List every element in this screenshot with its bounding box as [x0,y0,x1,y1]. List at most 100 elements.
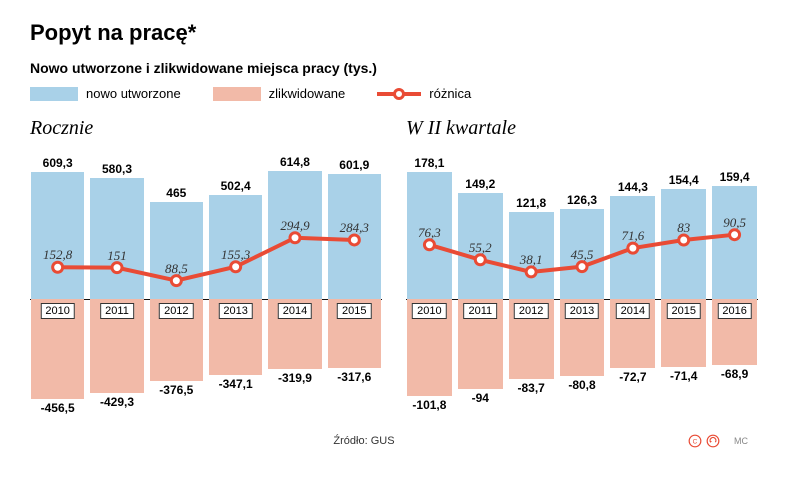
year-label: 2013 [565,303,599,319]
value-diff: 90,5 [711,215,758,231]
bars-left: 609,3 -456,5 2010 152,8 580,3 -429,3 2011 151 46… [30,144,382,424]
bar-created [712,186,757,299]
chart-left: Rocznie 609,3 -456,5 2010 152,8 580,3 -429,3 2… [30,117,382,424]
value-created: 609,3 [30,156,85,170]
value-diff: 155,3 [208,247,263,263]
value-created: 178,1 [406,156,453,170]
legend: nowo utworzone zlikwidowane różnica [30,86,758,101]
chart-left-title: Rocznie [30,117,382,140]
value-diff: 83 [660,220,707,236]
bar-column: 601,9 -317,6 2015 284,3 [327,144,382,424]
year-label: 2016 [717,303,751,319]
bar-column: 178,1 -101,8 2010 76,3 [406,144,453,424]
value-liquidated: -94 [457,391,504,405]
bar-column: 154,4 -71,4 2015 83 [660,144,707,424]
year-label: 2012 [159,303,193,319]
swatch-diff [377,87,421,101]
year-label: 2012 [514,303,548,319]
value-diff: 71,6 [609,228,656,244]
value-liquidated: -347,1 [208,377,263,391]
cc-icons: C MC [688,434,748,448]
year-label: 2010 [412,303,446,319]
bar-created [268,171,321,299]
value-created: 465 [149,186,204,200]
cc-icon: C [688,434,702,448]
bar-created [90,178,143,299]
value-liquidated: -376,5 [149,383,204,397]
plot-right: 178,1-101,8201076,3149,2-94201155,2121,8… [406,144,758,424]
value-created: 149,2 [457,177,504,191]
bar-created [610,196,655,299]
value-diff: 152,8 [30,247,85,263]
value-created: 126,3 [559,193,606,207]
value-liquidated: -71,4 [660,369,707,383]
value-diff: 151 [89,248,144,264]
value-created: 154,4 [660,173,707,187]
value-diff: 38,1 [508,252,555,268]
source-text: Źródło: GUS [333,435,394,447]
bar-column: 126,3 -80,8 2013 45,5 [559,144,606,424]
value-created: 502,4 [208,179,263,193]
value-diff: 284,3 [327,220,382,236]
value-created: 159,4 [711,170,758,184]
value-liquidated: -319,9 [267,371,322,385]
value-created: 121,8 [508,196,555,210]
svg-text:C: C [693,438,698,445]
value-created: 601,9 [327,158,382,172]
swatch-created [30,87,78,101]
chart-right-title: W II kwartale [406,117,758,140]
bar-created [150,202,203,299]
chart-right: W II kwartale 178,1 -101,8 2010 76,3 149,2 -9… [406,117,758,424]
chart-title: Popyt na pracę* [30,20,758,46]
value-liquidated: -80,8 [559,378,606,392]
sa-icon [706,434,720,448]
bar-column: 121,8 -83,7 2012 38,1 [508,144,555,424]
bar-created [31,172,84,299]
value-diff: 88,5 [149,261,204,277]
mc-text: MC [734,436,748,446]
legend-liquidated-label: zlikwidowane [269,86,346,101]
bar-column: 580,3 -429,3 2011 151 [89,144,144,424]
plot-left: 609,3 -456,5 2010 152,8 580,3 -429,3 2011 151 46… [30,144,382,424]
value-created: 144,3 [609,180,656,194]
year-label: 2010 [40,303,74,319]
bar-column: 159,4 -68,9 2016 90,5 [711,144,758,424]
year-label: 2015 [337,303,371,319]
legend-created: nowo utworzone [30,86,181,101]
value-liquidated: -456,5 [30,401,85,415]
year-label: 2014 [278,303,312,319]
year-label: 2013 [218,303,252,319]
year-label: 2014 [616,303,650,319]
chart-subtitle: Nowo utworzone i zlikwidowane miejsca pr… [30,60,758,76]
year-label: 2015 [666,303,700,319]
value-liquidated: -83,7 [508,381,555,395]
charts-row: Rocznie 609,3 -456,5 2010 152,8 580,3 -429,3 2… [30,117,758,424]
value-liquidated: -317,6 [327,370,382,384]
legend-liquidated: zlikwidowane [213,86,346,101]
footer: Źródło: GUS C MC [30,434,758,448]
bar-column: 465 -376,5 2012 88,5 [149,144,204,424]
bar-column: 614,8-319,92014294,9 [267,144,322,424]
value-liquidated: -429,3 [89,395,144,409]
legend-diff: różnica [377,86,471,101]
bar-column: 149,2 -94 2011 55,2 [457,144,504,424]
value-diff: 294,9 [267,218,322,234]
value-liquidated: -68,9 [711,367,758,381]
bar-created [328,174,381,299]
bar-column: 609,3 -456,5 2010 152,8 [30,144,85,424]
bars-right: 178,1-101,8201076,3149,2-94201155,2121,8… [406,144,758,424]
value-liquidated: -72,7 [609,370,656,384]
legend-created-label: nowo utworzone [86,86,181,101]
bar-column: 144,3 -72,7 2014 71,6 [609,144,656,424]
year-label: 2011 [100,303,134,319]
value-liquidated: -101,8 [406,398,453,412]
value-diff: 76,3 [406,225,453,241]
value-created: 580,3 [89,162,144,176]
year-label: 2011 [463,303,497,319]
bar-column: 502,4 -347,1 2013 155,3 [208,144,263,424]
value-diff: 45,5 [559,247,606,263]
legend-diff-label: różnica [429,86,471,101]
swatch-liquidated [213,87,261,101]
bar-created [661,189,706,299]
value-diff: 55,2 [457,240,504,256]
